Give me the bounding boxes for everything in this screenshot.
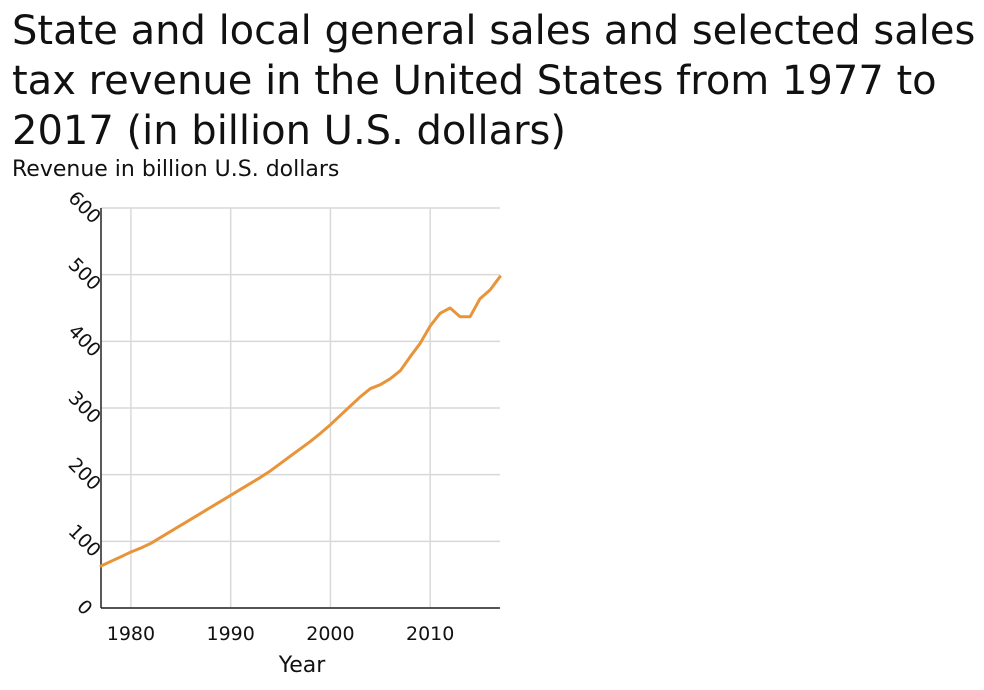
y-axis-title: Revenue in billion U.S. dollars: [12, 157, 340, 182]
series-line: [99, 275, 502, 568]
x-tick-label: 1980: [107, 623, 155, 645]
y-tick-labels: 0 100 200 300 400 500 600: [64, 187, 105, 620]
y-tick-label: 300: [64, 387, 105, 428]
y-tick-label: 500: [64, 254, 105, 295]
x-axis-title: Year: [278, 653, 327, 678]
x-tick-labels: 1980 1990 2000 2010: [107, 623, 455, 645]
y-tick-label: 0: [72, 596, 96, 620]
x-tick-label: 1990: [206, 623, 254, 645]
series-layer: [99, 275, 502, 568]
y-tick-label: 200: [64, 454, 105, 495]
y-tick-label: 600: [64, 187, 105, 228]
x-tick-label: 2000: [306, 623, 354, 645]
y-tick-label: 100: [64, 520, 105, 561]
chart-title: State and local general sales and select…: [12, 8, 976, 154]
grid: [101, 207, 500, 609]
x-tick-label: 2010: [406, 623, 454, 645]
axes: [100, 208, 500, 609]
y-tick-label: 400: [64, 320, 105, 361]
